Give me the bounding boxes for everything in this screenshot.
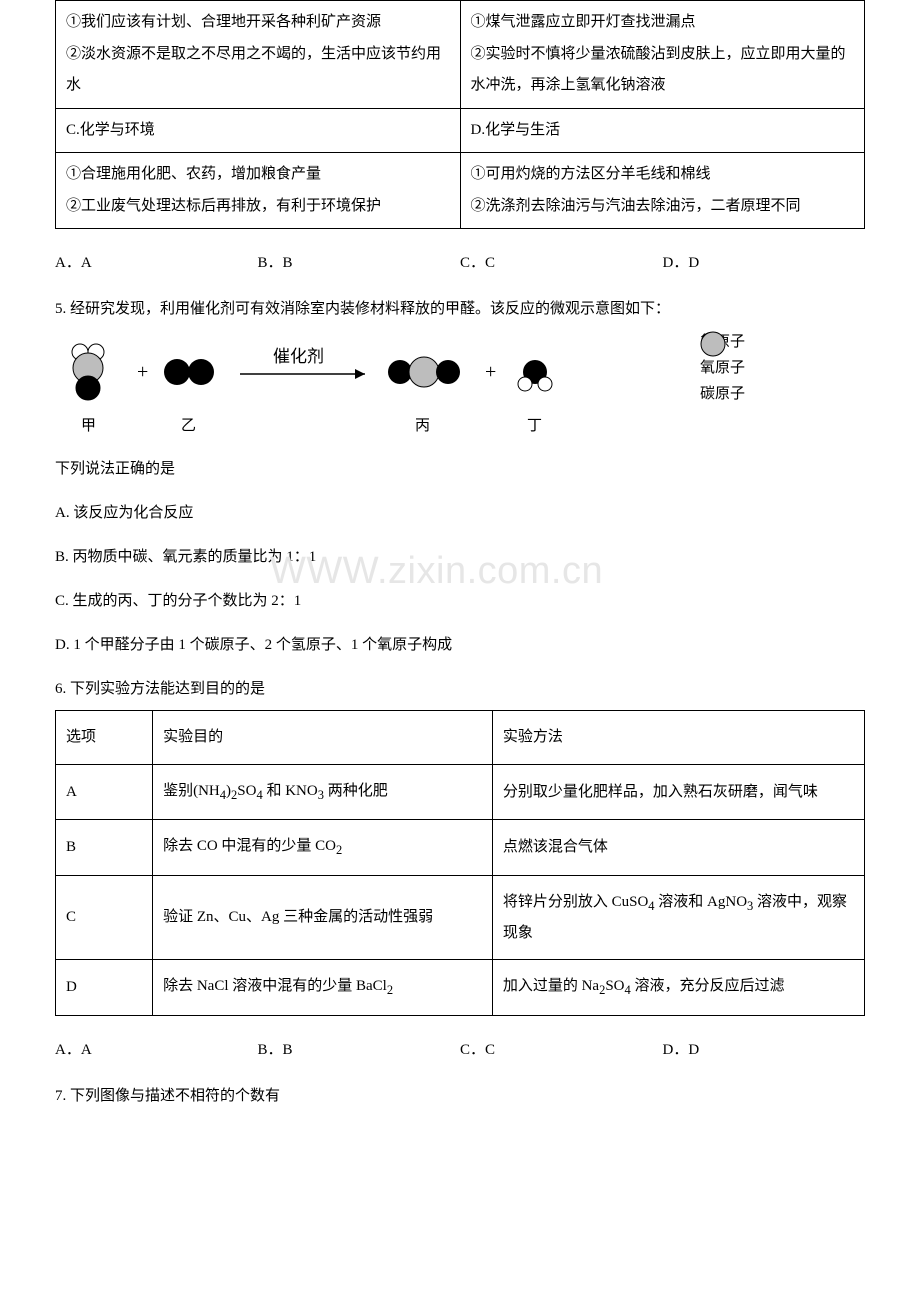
cell-text: ②工业废气处理达标后再排放，有利于环境保护	[66, 191, 450, 223]
answer-options-2: A．A B．B C．C D．D	[55, 1034, 865, 1067]
cell-text: ②洗涤剂去除油污与汽油去除油污，二者原理不同	[471, 191, 855, 223]
table-row: C 验证 Zn、Cu、Ag 三种金属的活动性强弱 将锌片分别放入 CuSO4 溶…	[56, 876, 865, 960]
info-table-top: ①我们应该有计划、合理地开采各种利矿产资源 ②淡水资源不是取之不尽用之不竭的，生…	[55, 0, 865, 229]
cell-method: 将锌片分别放入 CuSO4 溶液和 AgNO3 溶液中，观察现象	[492, 876, 864, 960]
cell-opt: C	[56, 876, 153, 960]
cell-goal: 验证 Zn、Cu、Ag 三种金属的活动性强弱	[153, 876, 493, 960]
cell-heading-d: D.化学与生活	[460, 108, 865, 153]
cell-opt: A	[56, 764, 153, 820]
table-row: D 除去 NaCl 溶液中混有的少量 BaCl2 加入过量的 Na2SO4 溶液…	[56, 960, 865, 1016]
opt-d: D．D	[663, 1034, 866, 1067]
catalyst-label: 催化剂	[273, 347, 324, 366]
q5-stem: 5. 经研究发现，利用催化剂可有效消除室内装修材料释放的甲醛。该反应的微观示意图…	[55, 294, 865, 324]
opt-b: B．B	[258, 1034, 461, 1067]
table-row: B 除去 CO 中混有的少量 CO2 点燃该混合气体	[56, 820, 865, 876]
cell-method: 点燃该混合气体	[492, 820, 864, 876]
q5-opt-b: B. 丙物质中碳、氧元素的质量比为 1：1	[55, 542, 865, 572]
opt-a: A．A	[55, 247, 258, 280]
cell-text: ①可用灼烧的方法区分羊毛线和棉线	[471, 159, 855, 191]
cell-opt: B	[56, 820, 153, 876]
opt-a: A．A	[55, 1034, 258, 1067]
label-jia: 甲	[81, 418, 96, 434]
cell-text: ②实验时不慎将少量浓硫酸沾到皮肤上，应立即用大量的水冲洗，再涂上氢氧化钠溶液	[471, 39, 855, 102]
th-goal: 实验目的	[153, 711, 493, 765]
cell-method: 分别取少量化肥样品，加入熟石灰研磨，闻气味	[492, 764, 864, 820]
label-yi: 乙	[181, 418, 196, 434]
cell-text: ①我们应该有计划、合理地开采各种利矿产资源	[66, 7, 450, 39]
q5-opt-a: A. 该反应为化合反应	[55, 498, 865, 528]
cell-heading-c: C.化学与环境	[56, 108, 461, 153]
q5-opt-c: C. 生成的丙、丁的分子个数比为 2：1	[55, 586, 865, 616]
cell-text: ①合理施用化肥、农药，增加粮食产量	[66, 159, 450, 191]
cell-goal: 除去 CO 中混有的少量 CO2	[153, 820, 493, 876]
reaction-diagram: 甲 + 乙 催化剂 丙 + 丁 氢原子	[55, 330, 755, 440]
q6-stem: 6. 下列实验方法能达到目的的是	[55, 674, 865, 704]
cell-text: ②淡水资源不是取之不尽用之不竭的，生活中应该节约用水	[66, 39, 450, 102]
legend-c: 碳原子	[700, 382, 745, 406]
opt-c: C．C	[460, 1034, 663, 1067]
opt-c: C．C	[460, 247, 663, 280]
answer-options-1: A．A B．B C．C D．D	[55, 247, 865, 280]
label-bing: 丙	[415, 418, 430, 434]
q5-choices-label: 下列说法正确的是	[55, 454, 865, 484]
opt-d: D．D	[663, 247, 866, 280]
opt-b: B．B	[258, 247, 461, 280]
th-opt: 选项	[56, 711, 153, 765]
cell-method: 加入过量的 Na2SO4 溶液，充分反应后过滤	[492, 960, 864, 1016]
cell-opt: D	[56, 960, 153, 1016]
cell-goal: 鉴别(NH4)2SO4 和 KNO3 两种化肥	[153, 764, 493, 820]
atom-legend: 氢原子 氧原子 碳原子	[700, 330, 745, 408]
table-row: A 鉴别(NH4)2SO4 和 KNO3 两种化肥 分别取少量化肥样品，加入熟石…	[56, 764, 865, 820]
q5-opt-d: D. 1 个甲醛分子由 1 个碳原子、2 个氢原子、1 个氧原子构成	[55, 630, 865, 660]
label-ding: 丁	[527, 418, 542, 434]
svg-text:+: +	[485, 361, 496, 383]
reaction-svg: 甲 + 乙 催化剂 丙 + 丁	[55, 330, 615, 440]
th-method: 实验方法	[492, 711, 864, 765]
cell-goal: 除去 NaCl 溶液中混有的少量 BaCl2	[153, 960, 493, 1016]
cell-text: ①煤气泄露应立即开灯查找泄漏点	[471, 7, 855, 39]
legend-o: 氧原子	[700, 356, 745, 380]
experiment-table: 选项 实验目的 实验方法 A 鉴别(NH4)2SO4 和 KNO3 两种化肥 分…	[55, 710, 865, 1016]
svg-text:+: +	[137, 361, 148, 383]
q7-stem: 7. 下列图像与描述不相符的个数有	[55, 1081, 865, 1111]
